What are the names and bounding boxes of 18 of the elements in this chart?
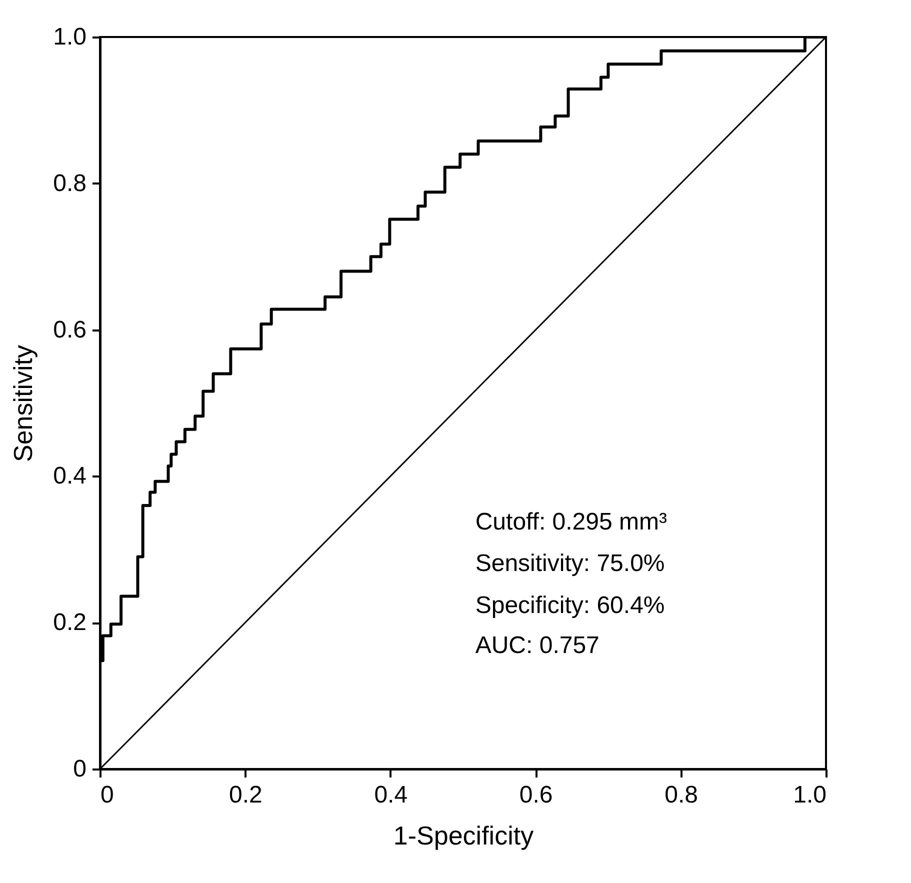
x-tick-label: 0.6 <box>519 782 553 808</box>
x-axis-title: 1-Specificity <box>393 820 534 850</box>
annotation: Cutoff: 0.295 mm³ <box>475 508 667 536</box>
annotation: Specificity: 60.4% <box>475 592 665 619</box>
y-tick-label: 0.2 <box>53 609 86 636</box>
x-tick-label: 0 <box>100 782 114 808</box>
x-tick-label: 0.8 <box>664 782 698 808</box>
y-tick-label: 0.6 <box>53 316 86 344</box>
x-tick-label: 0.4 <box>374 782 408 808</box>
y-axis-title: Sensitivity <box>8 344 38 462</box>
x-tick-label: 0.2 <box>229 782 262 808</box>
y-tick-label: 0 <box>73 756 86 782</box>
annotation: AUC: 0.757 <box>475 632 600 660</box>
y-tick-label: 0.8 <box>53 170 86 197</box>
x-tick-label: 1.0 <box>793 782 826 808</box>
y-tick-label: 1.0 <box>53 24 86 50</box>
annotation: Sensitivity: 75.0% <box>475 550 665 578</box>
y-tick-label: 0.4 <box>53 462 86 490</box>
